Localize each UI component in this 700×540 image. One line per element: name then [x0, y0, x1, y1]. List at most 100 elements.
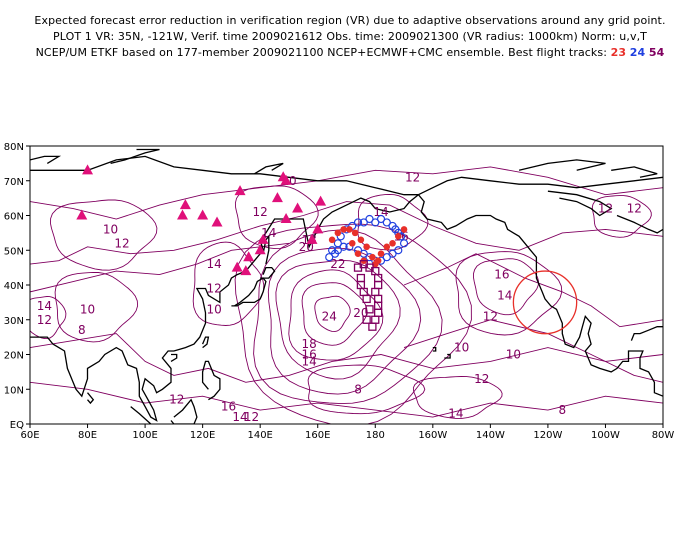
contour-label: 10 [454, 341, 469, 355]
contour-label: 12 [474, 372, 489, 386]
track-23-point [374, 257, 382, 264]
observation-triangle [280, 212, 292, 223]
contour-label: 14 [373, 205, 388, 219]
contour-line [357, 193, 429, 251]
track-54-label: 54 [648, 46, 665, 59]
coastline-segment [432, 346, 437, 352]
observation-triangle [312, 223, 324, 234]
contour-line [307, 364, 426, 415]
track-23-point [334, 229, 342, 237]
contour-label: 8 [354, 382, 362, 396]
contour-label: 12 [483, 309, 498, 323]
contour-label: 10 [506, 348, 521, 362]
coastline-segment [201, 336, 210, 349]
observation-triangle [306, 233, 318, 244]
coastline-segment [630, 326, 663, 341]
track-24-point [325, 253, 334, 262]
track-24-point [394, 246, 403, 255]
track-54-point [365, 305, 374, 314]
contour-label: 14 [37, 299, 52, 313]
contour-label: 8 [78, 323, 86, 337]
contour-label: 14 [301, 354, 316, 368]
contour-label: 12 [627, 202, 642, 216]
contour-line [30, 242, 290, 293]
lat-tick-label: 40N [4, 281, 24, 292]
track-23-point [357, 236, 365, 244]
lat-tick-label: 60N [4, 212, 24, 223]
observation-triangle [257, 233, 269, 244]
contour-label: 10 [103, 222, 118, 236]
track-24-point [371, 218, 380, 227]
coastline-segment [518, 159, 606, 171]
coastlines [30, 148, 663, 424]
observation-triangle [254, 244, 266, 255]
lon-tick-label: 160E [305, 430, 330, 441]
track-23-point [328, 236, 336, 244]
lat-tick-label: 30N [4, 316, 24, 327]
contour-label: 18 [301, 337, 316, 351]
map-axes: 60E 80E 100E 120E 140E 160E 180 160W 140W 120W 100… [4, 142, 675, 441]
lon-tick-label: 100E [132, 430, 157, 441]
coastline-segment [231, 277, 267, 307]
contour-label: 12 [598, 202, 613, 216]
contour-label: 12 [169, 393, 184, 407]
contour-label: 12 [207, 281, 222, 295]
contour-line [54, 271, 139, 343]
track-23-point [394, 233, 402, 240]
contour-label: 16 [494, 268, 509, 282]
contour-line [455, 251, 563, 336]
lon-tick-label: 80W [652, 430, 675, 441]
track-23-point [340, 226, 347, 233]
contour-label: 12 [405, 170, 420, 184]
track-24-point [388, 249, 397, 258]
contour-label: 12 [114, 236, 129, 250]
track-23-point [348, 240, 356, 247]
coastline-segment [130, 406, 153, 424]
track-23-label: 23 [610, 46, 627, 59]
contour-label: 12 [37, 313, 52, 327]
track-24-point [382, 218, 391, 227]
lon-tick-label: 140W [476, 430, 505, 441]
coastline-segment [30, 155, 62, 164]
observation-triangle [211, 216, 223, 227]
contour-line [314, 295, 351, 333]
lon-tick-label: 140E [247, 430, 272, 441]
coastline-segment [262, 234, 270, 265]
contour-line [275, 259, 401, 380]
contour-label: 10 [207, 302, 222, 316]
observation-triangle [234, 185, 246, 196]
flight-track-markers [76, 164, 578, 335]
track-54-point [368, 322, 377, 331]
track-24-point [365, 214, 374, 224]
contour-line [50, 199, 158, 271]
observation-triangle [231, 261, 243, 272]
header-line-2: PLOT 1 VR: 35N, -121W, Verif. time 20090… [53, 30, 647, 43]
lon-tick-label: 120W [533, 430, 562, 441]
contour-line [288, 269, 384, 361]
track-23-point [346, 226, 353, 233]
lat-tick-label: 20N [4, 351, 24, 362]
track-24-point [339, 242, 348, 251]
track-54-point [356, 273, 366, 283]
coastline-segment [201, 360, 221, 401]
contour-line [412, 376, 503, 419]
contour-line [301, 282, 368, 346]
coastline-segment [30, 194, 419, 422]
header-line-1: Expected forecast error reduction in ver… [34, 14, 666, 27]
coastline-segment [86, 392, 95, 405]
observation-triangle [240, 265, 252, 276]
contour-label: 24 [322, 309, 337, 323]
contour-label: 12 [253, 205, 268, 219]
lon-tick-label: 80E [78, 430, 97, 441]
lat-tick-label: EQ [10, 420, 24, 431]
header-line-3-text: NCEP/UM ETKF based on 177-member 2009021… [35, 46, 611, 59]
coastline-segment [30, 155, 419, 196]
contour-line [192, 241, 265, 326]
coastline-segment [254, 162, 284, 175]
lat-tick-label: 50N [4, 246, 24, 257]
lat-tick-label: 70N [4, 177, 24, 188]
coastline-segment [444, 353, 451, 359]
observation-triangle [315, 195, 327, 206]
observation-triangle [179, 199, 191, 210]
coastline-segment [418, 176, 663, 196]
